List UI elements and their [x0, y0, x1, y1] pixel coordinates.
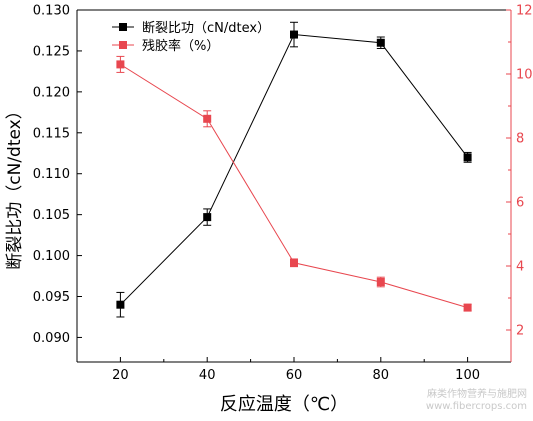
y-left-tick-label: 0.110	[33, 167, 70, 182]
legend-label: 残胶率（%）	[142, 38, 219, 54]
y-left-tick-label: 0.105	[33, 208, 70, 223]
x-tick-label: 40	[199, 368, 216, 383]
data-point	[376, 278, 385, 286]
x-tick-label: 20	[112, 368, 129, 383]
y-left-tick-label: 0.115	[33, 126, 70, 141]
data-point	[203, 114, 212, 123]
y-right-tick-label: 4	[516, 260, 524, 275]
y-left-tick-label: 0.130	[33, 4, 70, 19]
y-right-tick-label: 12	[516, 4, 533, 19]
x-axis-label: 反应温度（℃）	[220, 394, 348, 415]
y-right-tick-label: 10	[516, 68, 533, 83]
data-point	[376, 38, 385, 47]
y-right-tick-label: 8	[516, 132, 524, 147]
watermark-line-2: www.fibercrops.com	[425, 401, 527, 412]
legend-label: 断裂比功（cN/dtex）	[142, 21, 270, 36]
data-point	[116, 60, 125, 69]
series-line-2	[120, 63, 468, 309]
data-point	[290, 258, 298, 267]
y-left-tick-label: 0.095	[33, 290, 70, 305]
data-point	[290, 30, 298, 39]
watermark: 麻类作物营养与施肥网 www.fibercrops.com	[426, 389, 527, 413]
legend-marker	[119, 23, 127, 31]
legend-marker	[119, 41, 127, 49]
x-tick-label: 60	[286, 368, 303, 383]
y-left-tick-label: 0.125	[33, 44, 70, 59]
x-tick-label: 100	[455, 368, 480, 383]
y-right-tick-label: 6	[516, 196, 524, 211]
data-point	[203, 213, 212, 222]
data-point	[116, 300, 125, 309]
y-left-axis-label: 断裂比功（cN/dtex）	[5, 102, 25, 269]
data-point	[463, 303, 472, 312]
y-right-tick-label: 2	[516, 324, 524, 339]
x-tick-label: 80	[373, 368, 390, 383]
y-left-tick-label: 0.090	[33, 331, 70, 346]
y-left-tick-label: 0.100	[33, 249, 70, 264]
y-left-tick-label: 0.120	[33, 85, 70, 100]
watermark-line-1: 麻类作物营养与施肥网	[427, 389, 527, 400]
data-point	[463, 153, 472, 162]
